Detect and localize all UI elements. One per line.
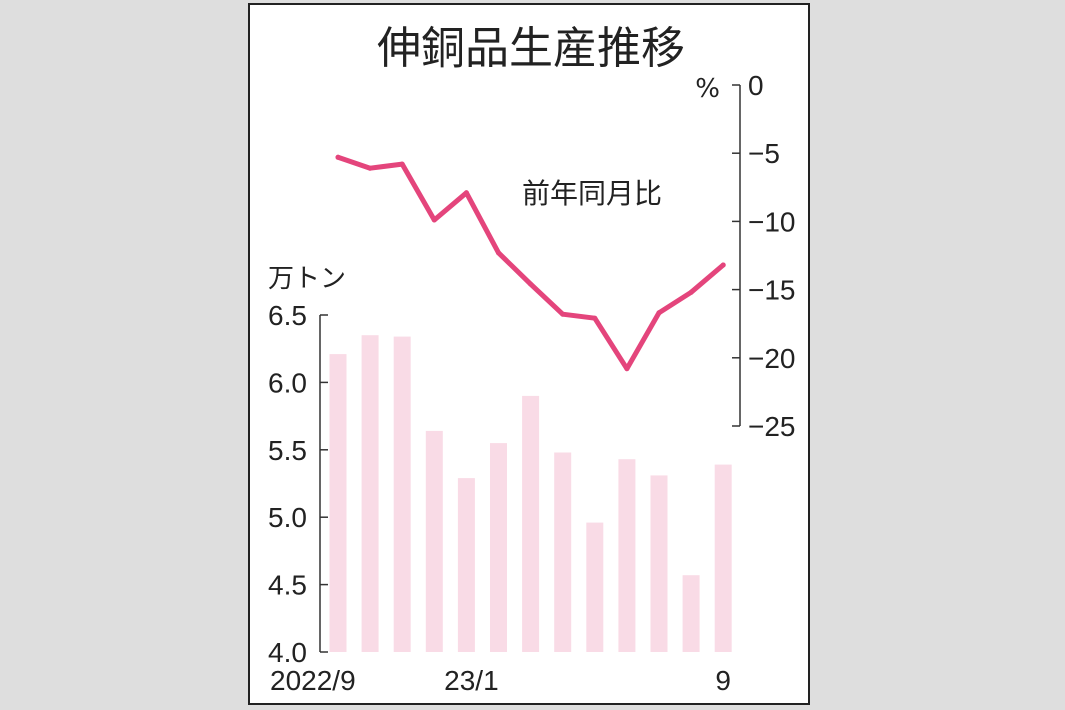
right-tick-label: 0 (748, 70, 764, 101)
line-point (399, 161, 405, 167)
right-tick-label: −20 (748, 343, 796, 374)
line-point (720, 262, 726, 268)
bar (425, 430, 443, 652)
left-axis-unit: 万トン (268, 264, 346, 294)
chart-panel: 伸銅品生産推移 6.5 6.0 5.5 5.0 4.5 4.0 万トン 0 −5 −10 −15… (248, 3, 810, 705)
line-point (624, 366, 630, 372)
bar (329, 354, 347, 652)
right-tick-label: −15 (748, 275, 796, 306)
x-tick-label: 2022/9 (270, 665, 356, 696)
right-tick-label: −5 (748, 138, 780, 169)
x-axis-ticks: 2022/9 23/1 9 (270, 665, 731, 696)
line-point (431, 217, 437, 223)
bar (361, 335, 379, 652)
line-point (496, 250, 501, 256)
line-series-label: 前年同月比 (522, 177, 662, 210)
bar (586, 522, 604, 652)
bar (393, 336, 411, 652)
right-axis-unit: % (695, 74, 720, 104)
line-point (656, 310, 662, 316)
left-tick-label: 4.0 (268, 637, 307, 668)
left-tick-label: 4.5 (268, 570, 307, 601)
bar (490, 443, 507, 652)
line-point (335, 154, 341, 160)
line-point (528, 281, 534, 287)
line-point (560, 311, 566, 317)
bar (457, 478, 475, 652)
bar (714, 464, 732, 652)
left-axis-ticks: 6.5 6.0 5.5 5.0 4.5 4.0 (268, 300, 328, 668)
line-point (592, 315, 598, 321)
bar (650, 475, 668, 652)
right-tick-label: −25 (748, 411, 796, 442)
right-axis-ticks: 0 −5 −10 −15 −20 −25 (732, 70, 796, 442)
left-tick-label: 6.5 (268, 300, 307, 331)
line-point (367, 165, 373, 171)
left-tick-label: 6.0 (268, 367, 307, 398)
bar (618, 459, 636, 652)
x-tick-label: 9 (715, 665, 731, 696)
x-tick-label: 23/1 (444, 665, 499, 696)
bar-series (329, 335, 732, 652)
line-series (335, 154, 726, 372)
left-tick-label: 5.5 (268, 435, 307, 466)
chart-svg: 伸銅品生産推移 6.5 6.0 5.5 5.0 4.5 4.0 万トン 0 −5 −10 −15… (268, 23, 796, 696)
bar (522, 395, 540, 652)
right-tick-label: −10 (748, 206, 796, 237)
bar (682, 575, 700, 652)
line-point (463, 190, 469, 196)
chart-title: 伸銅品生産推移 (377, 23, 685, 74)
bar (554, 452, 572, 652)
left-tick-label: 5.0 (268, 502, 307, 533)
line-point (688, 289, 694, 295)
